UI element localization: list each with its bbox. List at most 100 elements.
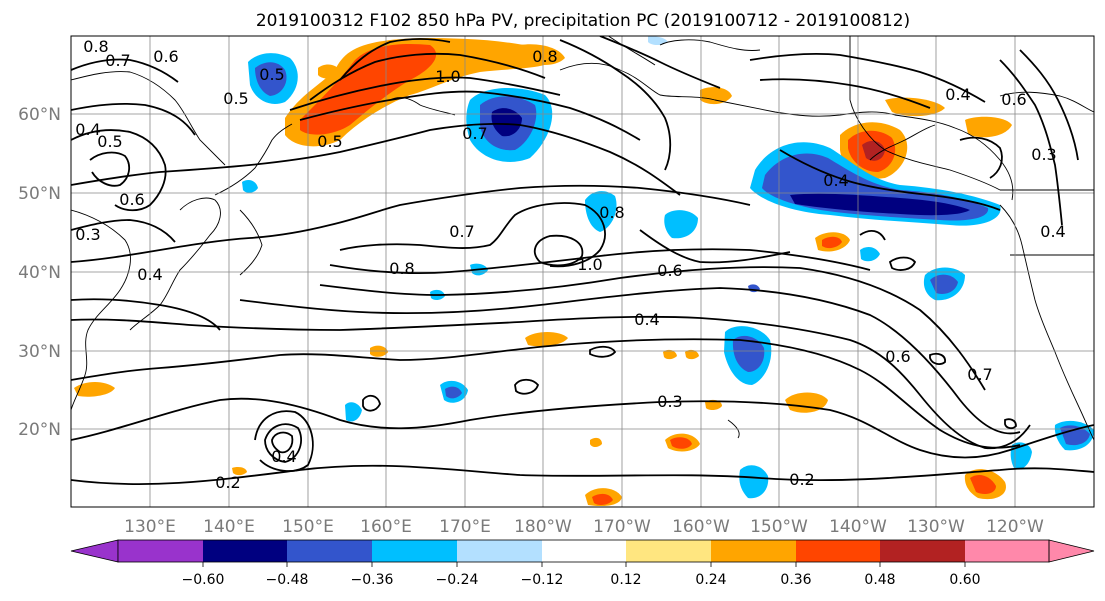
lat-label: 30°N bbox=[18, 342, 61, 362]
precip-negative-patch bbox=[255, 62, 287, 96]
contour-label: 0.4 bbox=[75, 120, 100, 139]
figure-title: 2019100312 F102 850 hPa PV, precipitatio… bbox=[256, 11, 910, 31]
contour-label: 0.5 bbox=[259, 65, 284, 84]
colorbar-tick-label: −0.60 bbox=[182, 572, 225, 588]
contour-label: 0.5 bbox=[97, 132, 122, 151]
contour-labels: 0.8 0.7 0.6 0.5 0.5 0.4 0.5 0.6 0.3 0.4 … bbox=[75, 37, 1065, 492]
precip-positive-patch bbox=[318, 64, 340, 79]
contour-label: 0.7 bbox=[105, 51, 130, 70]
precip-positive-patch bbox=[670, 437, 692, 449]
lon-label: 150°E bbox=[282, 517, 334, 537]
contour-label: 1.0 bbox=[435, 67, 460, 86]
contour-label: 0.7 bbox=[462, 124, 487, 143]
lon-label: 130°W bbox=[907, 517, 965, 537]
lon-label: 170°W bbox=[593, 517, 651, 537]
colorbar-segment bbox=[880, 540, 965, 562]
contour-label: 0.3 bbox=[1031, 145, 1056, 164]
lon-label: 160°E bbox=[360, 517, 412, 537]
colorbar-segment bbox=[542, 540, 626, 562]
precip-negative-patch bbox=[790, 193, 970, 216]
lon-label: 140°W bbox=[829, 517, 887, 537]
contour-label: 0.4 bbox=[1040, 222, 1065, 241]
lon-label: 150°W bbox=[750, 517, 808, 537]
contour-label: 0.7 bbox=[449, 222, 474, 241]
contour-label: 0.2 bbox=[789, 470, 814, 489]
colorbar-ticks bbox=[202, 562, 966, 567]
lat-label: 60°N bbox=[18, 105, 61, 125]
precip-negative-patch bbox=[1060, 425, 1090, 446]
lat-label: 20°N bbox=[18, 420, 61, 440]
precip-negative-patch bbox=[930, 274, 958, 294]
longitude-labels: 130°E 140°E 150°E 160°E 170°E 180°W 170°… bbox=[124, 517, 1044, 537]
colorbar-tick-label: −0.48 bbox=[266, 572, 309, 588]
precip-positive-patch bbox=[590, 437, 602, 447]
precip-positive-patch bbox=[700, 87, 732, 105]
colorbar-segment bbox=[796, 540, 880, 562]
colorbar-segment bbox=[965, 540, 1049, 562]
colorbar-tick-label: −0.36 bbox=[351, 572, 394, 588]
precip-negative-patch bbox=[491, 108, 522, 137]
contour-label: 0.3 bbox=[75, 225, 100, 244]
precip-negative-patch bbox=[1010, 442, 1032, 470]
colorbar-left-extension bbox=[70, 539, 119, 563]
colorbar-segment bbox=[118, 540, 203, 562]
lon-label: 140°E bbox=[203, 517, 255, 537]
contour-label: 0.4 bbox=[271, 447, 296, 466]
colorbar-segment bbox=[711, 540, 796, 562]
precip-positive-patch bbox=[592, 493, 613, 505]
map-panel: 0.8 0.7 0.6 0.5 0.5 0.4 0.5 0.6 0.3 0.4 … bbox=[71, 36, 1094, 507]
lon-label: 120°W bbox=[986, 517, 1044, 537]
contour-label: 0.5 bbox=[223, 89, 248, 108]
precip-negative-patch bbox=[664, 210, 698, 239]
contour-label: 0.4 bbox=[137, 265, 162, 284]
contour-label: 1.0 bbox=[577, 255, 602, 274]
precip-negative-patch bbox=[648, 36, 668, 45]
contour-label: 0.8 bbox=[83, 37, 108, 56]
precip-negative-patch bbox=[585, 191, 617, 232]
colorbar-tick-label: 0.48 bbox=[864, 572, 895, 588]
precip-positive-patch bbox=[970, 474, 996, 494]
precip-negative-patch bbox=[860, 246, 880, 262]
precip-negative-patch bbox=[445, 386, 462, 399]
contour-label: 0.8 bbox=[389, 259, 414, 278]
colorbar-tick-label: 0.60 bbox=[949, 572, 980, 588]
precip-negative-patch bbox=[345, 402, 362, 422]
lon-label: 160°W bbox=[672, 517, 730, 537]
lat-label: 50°N bbox=[18, 184, 61, 204]
precip-positive-patch bbox=[965, 116, 1012, 138]
precip-positive-patch bbox=[685, 349, 699, 360]
lon-label: 180°W bbox=[514, 517, 572, 537]
colorbar-tick-label: −0.24 bbox=[436, 572, 479, 588]
colorbar-frame bbox=[117, 539, 1050, 563]
contour-label: 0.4 bbox=[634, 310, 659, 329]
precip-positive-patch bbox=[822, 236, 842, 249]
precip-positive-patch bbox=[663, 349, 677, 360]
contour-label: 0.6 bbox=[119, 190, 144, 209]
precip-positive-patch bbox=[525, 332, 568, 347]
precip-negative-patch bbox=[732, 335, 765, 372]
colorbar-segment bbox=[457, 540, 542, 562]
colorbar-segment bbox=[626, 540, 711, 562]
precip-positive-patch bbox=[705, 399, 722, 411]
coastlines bbox=[71, 36, 1094, 441]
colorbar-segment bbox=[287, 540, 372, 562]
precip-positive-patch bbox=[520, 44, 565, 65]
contour-label: 0.8 bbox=[599, 203, 624, 222]
colorbar-tick-label: 0.12 bbox=[610, 572, 641, 588]
colorbar-tick-label: −0.12 bbox=[521, 572, 564, 588]
latitude-labels: 20°N 30°N 40°N 50°N 60°N bbox=[18, 105, 61, 440]
colorbar: −0.60 −0.48 −0.36 −0.24 −0.12 0.12 0.24 … bbox=[70, 539, 1095, 588]
contour-label: 0.6 bbox=[885, 347, 910, 366]
contour-label: 0.8 bbox=[532, 47, 557, 66]
lat-label: 40°N bbox=[18, 263, 61, 283]
precip-positive-patch bbox=[885, 97, 945, 117]
pv-contours bbox=[71, 36, 1094, 486]
precip-positive-patch bbox=[74, 382, 115, 397]
contour-label: 0.7 bbox=[967, 365, 992, 384]
colorbar-right-extension bbox=[1048, 539, 1095, 563]
colorbar-tick-label: 0.36 bbox=[780, 572, 811, 588]
contour-label: 0.6 bbox=[1001, 90, 1026, 109]
contour-label: 0.6 bbox=[153, 47, 178, 66]
contour-label: 0.4 bbox=[823, 171, 848, 190]
